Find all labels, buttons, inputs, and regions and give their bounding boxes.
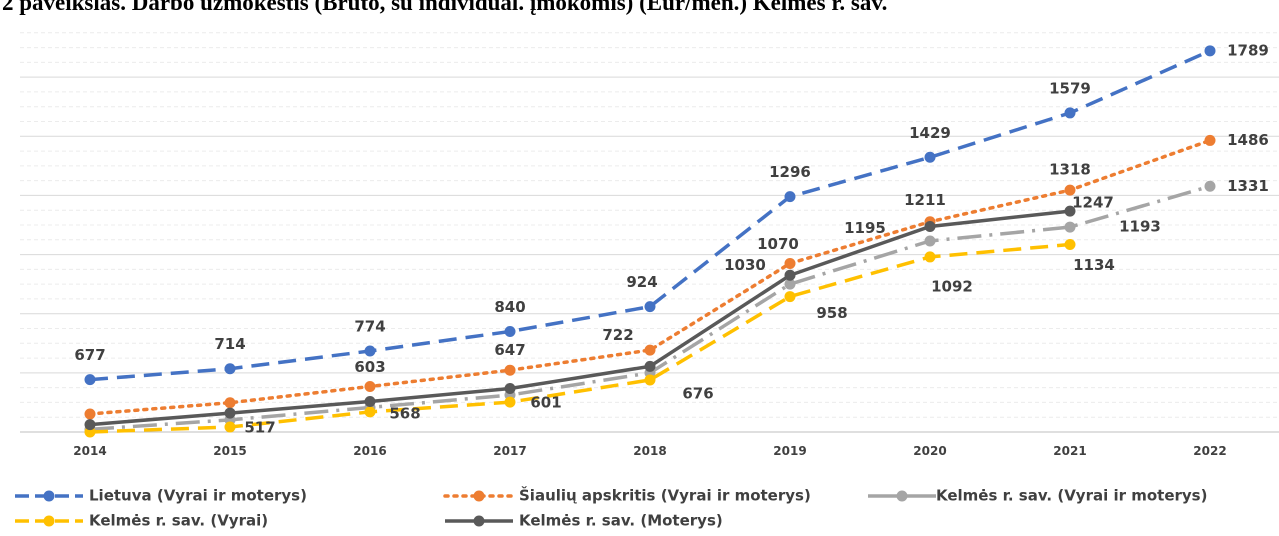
data-label: 1789 [1227,41,1269,59]
data-point [1064,239,1076,251]
data-point [924,220,936,232]
data-label: 1429 [909,124,951,142]
x-tick-label: 2019 [773,444,806,458]
data-point [784,191,796,203]
legend-label: Kelmės r. sav. (Moterys) [519,512,723,530]
data-point [364,345,376,357]
data-label: 647 [494,341,525,359]
data-point [504,325,516,337]
data-point [784,257,796,269]
data-label: 677 [74,346,105,364]
data-point [504,383,516,395]
data-label: 1331 [1227,177,1269,195]
data-point [364,380,376,392]
data-label: 1030 [724,256,766,274]
data-label: 603 [354,358,385,376]
data-point [784,291,796,303]
data-point [1064,184,1076,196]
data-label: 1247 [1072,194,1114,212]
data-label: 1193 [1119,218,1161,236]
data-point [1064,205,1076,217]
data-point [224,407,236,419]
x-tick-label: 2018 [633,444,666,458]
data-label: 774 [354,317,385,335]
legend-marker [473,490,485,502]
data-label: 1579 [1049,79,1091,97]
chart-title: 2 paveikslas. Darbo užmokestis (Bruto, s… [2,0,887,15]
series-line [88,138,1212,416]
data-point [1204,180,1216,192]
data-point [1204,134,1216,146]
data-label: 1134 [1073,256,1115,274]
data-point [1064,107,1076,119]
data-point [924,151,936,163]
data-label: 714 [214,335,245,353]
legend-marker [473,515,485,527]
data-point [364,406,376,418]
data-label: 676 [682,384,713,402]
data-label: 722 [602,326,633,344]
data-label: 601 [530,394,561,412]
x-tick-label: 2015 [213,444,246,458]
data-point [84,374,96,386]
x-tick-label: 2022 [1193,444,1226,458]
data-point [504,364,516,376]
data-point [224,363,236,375]
data-label: 517 [244,418,275,436]
data-point [364,396,376,408]
legend-label: Šiaulių apskritis (Vyrai ir moterys) [519,486,811,505]
legend-label: Kelmės r. sav. (Vyrai ir moterys) [936,487,1207,505]
data-point [1064,221,1076,233]
data-label: 1070 [757,235,799,253]
data-point [84,408,96,420]
data-label: 958 [816,304,847,322]
data-point [644,301,656,313]
data-label: 1092 [931,277,973,295]
legend-marker [43,490,55,502]
x-tick-label: 2014 [73,444,106,458]
data-point [504,396,516,408]
data-point [644,360,656,372]
legend-label: Lietuva (Vyrai ir moterys) [89,487,307,505]
data-point [224,421,236,433]
data-label: 1195 [844,219,886,237]
x-tick-label: 2017 [493,444,526,458]
data-point [644,344,656,356]
x-tick-label: 2021 [1053,444,1086,458]
data-point [924,235,936,247]
data-point [644,374,656,386]
series-line [89,49,1211,382]
legend-label: Kelmės r. sav. (Vyrai) [89,512,268,530]
data-point [924,251,936,263]
data-label: 1318 [1049,161,1091,179]
data-point [84,419,96,431]
data-point [224,397,236,409]
legend-marker [896,490,908,502]
data-label: 840 [494,298,525,316]
data-point [784,269,796,281]
data-point [784,278,796,290]
series-line [89,209,1071,427]
legend-marker [43,515,55,527]
data-label: 568 [389,404,420,422]
data-label: 924 [626,273,657,291]
x-tick-label: 2020 [913,444,946,458]
data-label: 1211 [904,191,946,209]
data-point [1204,45,1216,57]
series-line [89,242,1071,434]
data-label: 1296 [769,163,811,181]
x-tick-label: 2016 [353,444,386,458]
data-label: 1486 [1227,131,1269,149]
